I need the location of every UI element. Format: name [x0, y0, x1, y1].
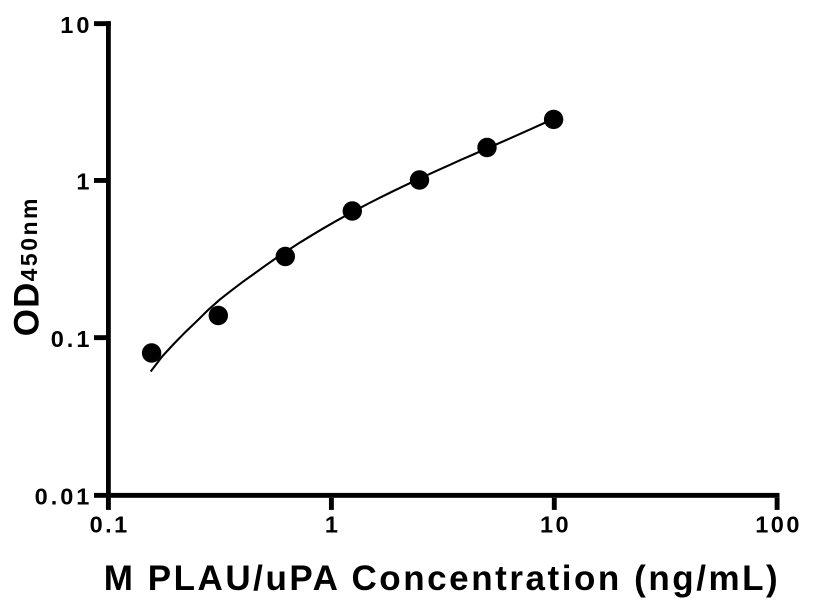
svg-text:100: 100 [755, 512, 802, 538]
svg-text:1: 1 [76, 169, 92, 195]
svg-text:M PLAU/uPA Concentration (ng/m: M PLAU/uPA Concentration (ng/mL) [104, 559, 781, 598]
svg-text:0.1: 0.1 [51, 326, 93, 352]
svg-text:0.1: 0.1 [90, 512, 130, 538]
svg-text:0.01: 0.01 [35, 484, 93, 510]
svg-text:10: 10 [60, 12, 92, 38]
svg-text:10: 10 [540, 512, 571, 538]
svg-text:1: 1 [325, 512, 341, 538]
